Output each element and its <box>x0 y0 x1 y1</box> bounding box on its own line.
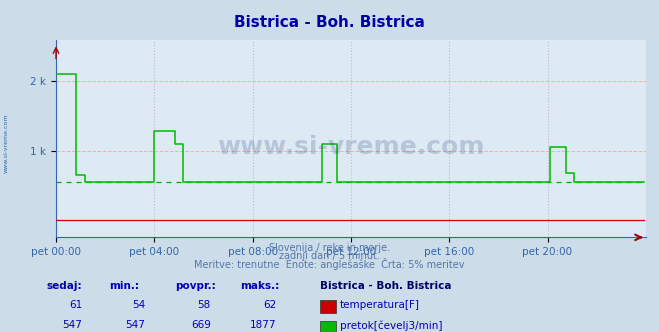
Text: 1877: 1877 <box>250 320 277 330</box>
Text: 54: 54 <box>132 300 145 310</box>
Text: www.si-vreme.com: www.si-vreme.com <box>4 113 9 173</box>
Text: Meritve: trenutne  Enote: anglešaške  Črta: 5% meritev: Meritve: trenutne Enote: anglešaške Črta… <box>194 258 465 270</box>
Text: 547: 547 <box>125 320 145 330</box>
Text: 62: 62 <box>264 300 277 310</box>
Text: min.:: min.: <box>109 281 139 290</box>
Text: povpr.:: povpr.: <box>175 281 215 290</box>
Text: 547: 547 <box>63 320 82 330</box>
Text: sedaj:: sedaj: <box>46 281 82 290</box>
Text: www.si-vreme.com: www.si-vreme.com <box>217 134 484 158</box>
Text: zadnji dan / 5 minut.: zadnji dan / 5 minut. <box>279 251 380 261</box>
Text: Slovenija / reke in morje.: Slovenija / reke in morje. <box>269 243 390 253</box>
Text: maks.:: maks.: <box>241 281 280 290</box>
Text: Bistrica - Boh. Bistrica: Bistrica - Boh. Bistrica <box>320 281 451 290</box>
Text: temperatura[F]: temperatura[F] <box>340 300 420 310</box>
Text: pretok[čevelj3/min]: pretok[čevelj3/min] <box>340 320 443 331</box>
Text: 669: 669 <box>191 320 211 330</box>
Text: 58: 58 <box>198 300 211 310</box>
Text: Bistrica - Boh. Bistrica: Bistrica - Boh. Bistrica <box>234 15 425 30</box>
Text: 61: 61 <box>69 300 82 310</box>
